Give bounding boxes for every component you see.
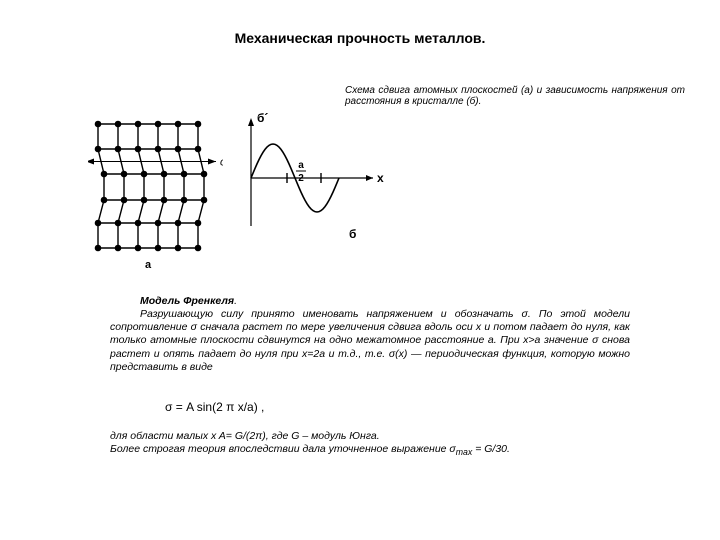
svg-text:2: 2 — [299, 173, 305, 184]
footnote-line-1: для области малых x A= G/(2π), где G – м… — [110, 430, 630, 443]
svg-text:x: x — [377, 171, 384, 185]
svg-text:а: а — [145, 259, 152, 271]
footnote-line-2: Более строгая теория впоследствии дала у… — [110, 443, 630, 458]
diagram-b: a 2 б´ x б — [233, 108, 388, 278]
figure-caption: Схема сдвига атомных плоскостей (а) и за… — [345, 85, 685, 107]
model-heading: Модель Френкеля — [140, 295, 234, 307]
formula: σ = A sin(2 π x/a) , — [165, 400, 264, 414]
diagram-container: ccа a2б´xб — [88, 108, 388, 283]
body-content: Разрушающую силу принято именовать напря… — [110, 308, 630, 374]
footnote: для области малых x A= G/(2π), где G – м… — [110, 430, 630, 458]
svg-text:б´: б´ — [257, 111, 268, 125]
svg-text:c: c — [220, 157, 223, 169]
svg-text:б: б — [349, 227, 356, 241]
svg-text:a: a — [299, 160, 305, 171]
diagram-a: ccа — [88, 108, 223, 278]
body-paragraph: Модель Френкеля. Разрушающую силу принят… — [110, 295, 630, 374]
page-title: Механическая прочность металлов. — [0, 0, 720, 46]
